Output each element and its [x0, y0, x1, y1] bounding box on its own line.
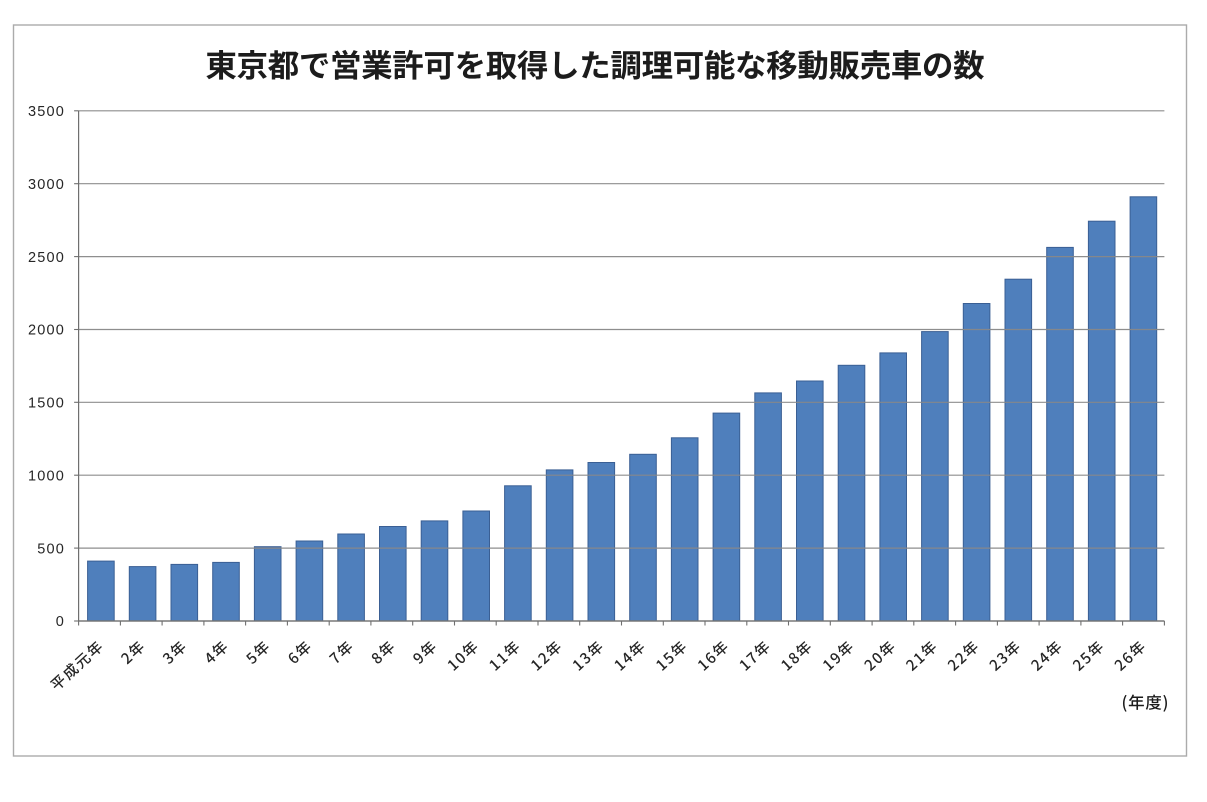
svg-text:500: 500 [37, 541, 65, 557]
svg-text:3000: 3000 [28, 177, 65, 193]
svg-text:2500: 2500 [28, 250, 65, 266]
svg-text:2000: 2000 [28, 323, 65, 339]
svg-text:3500: 3500 [28, 104, 65, 120]
svg-text:1500: 1500 [28, 396, 65, 412]
svg-text:1000: 1000 [28, 468, 65, 484]
svg-text:0: 0 [56, 614, 65, 630]
